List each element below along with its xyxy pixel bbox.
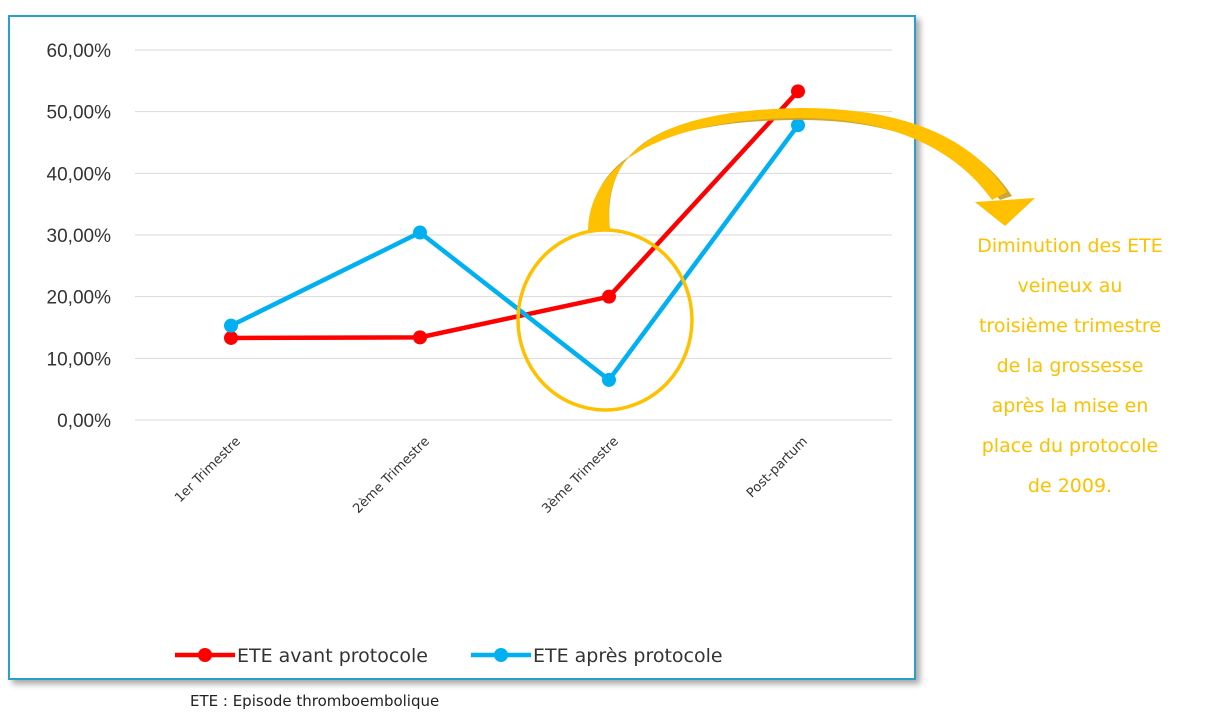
annotation-line: veineux au [1017, 275, 1123, 297]
legend: ETE avant protocole ETE après protocole [175, 645, 723, 667]
annotation-line: de 2009. [1027, 475, 1113, 497]
highlight-annotation [516, 108, 1035, 412]
data-point [224, 318, 238, 333]
x-tick-label: 1er Trimestre [172, 434, 244, 506]
footnote: ETE : Episode thromboembolique [190, 692, 440, 710]
y-tick-label: 0,00% [57, 411, 111, 432]
data-point [602, 372, 616, 387]
y-tick-label: 40,00% [47, 164, 112, 185]
series-line [230, 123, 800, 383]
series [224, 84, 805, 387]
legend-swatch-marker [198, 648, 212, 662]
y-tick-label: 30,00% [47, 226, 112, 247]
data-point [413, 330, 427, 345]
legend-swatch-marker [494, 648, 508, 662]
legend-label: ETE avant protocole [237, 645, 428, 667]
y-tick-label: 60,00% [47, 41, 112, 62]
y-axis-ticks: 0,00% 10,00% 20,00% 30,00% 40,00% 50,00% 60,00… [47, 41, 112, 432]
annotation-line: Diminution des ETE [977, 235, 1163, 257]
arrow-head [975, 198, 1035, 226]
data-point [413, 225, 427, 240]
data-point [791, 84, 805, 99]
annotation-line: place du protocole [981, 435, 1159, 457]
annotation-line: troisième trimestre [978, 315, 1162, 337]
x-tick-label: 3ème Trimestre [539, 434, 621, 516]
series-line [230, 89, 800, 341]
x-axis-labels: 1er Trimestre 2ème Trimestre 3ème Trimestr… [172, 434, 811, 516]
gridlines [135, 49, 892, 421]
y-tick-label: 50,00% [47, 103, 112, 124]
data-point [791, 118, 805, 133]
annotation-text: Diminution des ETE veineux au troisième … [928, 226, 1212, 506]
y-tick-label: 20,00% [47, 288, 112, 309]
y-tick-label: 10,00% [47, 349, 112, 370]
legend-label: ETE après protocole [533, 645, 723, 667]
annotation-line: de la grossesse [996, 355, 1144, 377]
data-point [602, 289, 616, 304]
x-tick-label: 2ème Trimestre [350, 434, 432, 516]
annotation-line: après la mise en [991, 395, 1149, 417]
data-point [224, 330, 238, 345]
x-tick-label: Post-partum [744, 434, 811, 501]
